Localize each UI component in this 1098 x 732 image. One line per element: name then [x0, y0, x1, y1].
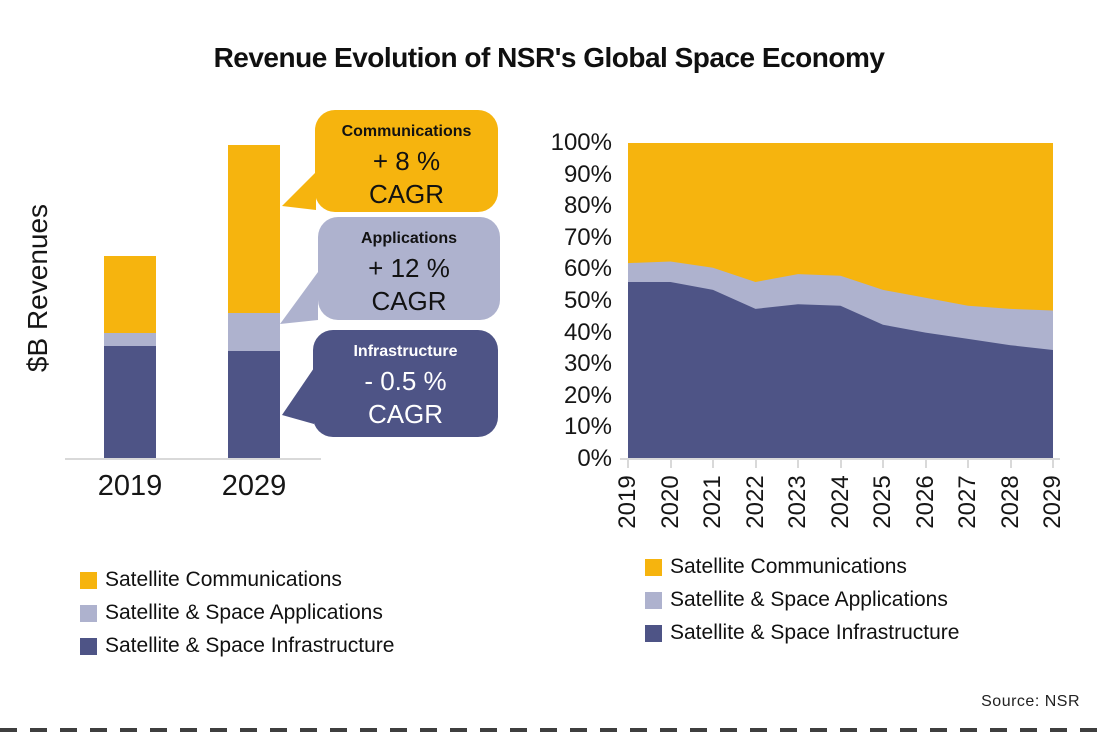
bar-2029 [228, 145, 280, 459]
right-chart-xlabel-2021: 2021 [699, 475, 726, 529]
left-chart-y-axis-label: $B Revenues [22, 203, 53, 373]
right-area-chart-plot [628, 143, 1053, 459]
legend-swatch-communications-icon [645, 558, 662, 576]
legend-label-infrastructure: Satellite & Space Infrastructure [105, 634, 395, 657]
bar-segment-infrastructure [228, 351, 280, 459]
communications-callout-cagr: CAGR [368, 179, 445, 209]
legend-item-applications: Satellite & Space Applications [80, 601, 394, 625]
right-chart-xtick-2024 [839, 460, 842, 468]
bar-segment-communications [104, 256, 156, 333]
left-chart-xlabel-2029: 2029 [221, 470, 287, 502]
left-bar-chart-plot [65, 140, 321, 459]
communications-callout-tail-icon [282, 172, 316, 210]
legend-item-communications: Satellite Communications [80, 568, 394, 592]
right-chart-xtick-2020 [669, 460, 672, 468]
right-chart-xlabel-2027: 2027 [954, 475, 981, 529]
legend-label-communications: Satellite Communications [670, 555, 907, 578]
legend-swatch-infrastructure-icon [645, 624, 662, 642]
bar-segment-applications [104, 333, 156, 346]
bar-segment-applications [228, 313, 280, 351]
legend-label-applications: Satellite & Space Applications [670, 588, 948, 611]
right-chart-xlabel-2023: 2023 [784, 475, 811, 529]
right-chart-xlabel-2020: 2020 [656, 475, 684, 529]
right-chart-ytick-50: 50% [563, 287, 612, 314]
left-chart-xlabel-2019: 2019 [97, 470, 163, 502]
applications-callout-cagr: CAGR [371, 286, 447, 316]
infrastructure-callout-rate: - 0.5 % [364, 366, 447, 396]
infrastructure-callout-tail-icon [282, 368, 314, 424]
right-chart-baseline [620, 458, 1060, 460]
bar-2019 [104, 256, 156, 459]
legend-item-infrastructure: Satellite & Space Infrastructure [645, 621, 959, 645]
right-chart-xtick-2027 [967, 460, 969, 468]
infrastructure-callout-title: Infrastructure [353, 343, 458, 360]
legend-item-applications: Satellite & Space Applications [645, 588, 959, 612]
right-chart-legend: Satellite Communications Satellite & Spac… [645, 555, 959, 654]
right-chart-ytick-90: 90% [563, 160, 612, 188]
right-chart-ytick-10: 10% [563, 413, 612, 441]
communications-callout-title: Communications [341, 123, 472, 140]
right-chart-xtick-2028 [1009, 460, 1012, 468]
right-chart-xtick-2025 [882, 460, 884, 468]
legend-item-communications: Satellite Communications [645, 555, 959, 579]
right-chart-ytick-20: 20% [563, 381, 612, 409]
communications-callout-rate: + 8 % [372, 146, 441, 176]
right-chart-xlabel-2025: 2025 [869, 475, 896, 529]
right-chart-ytick-30: 30% [563, 350, 612, 378]
right-chart-xtick-2023 [797, 460, 799, 468]
page-title: Revenue Evolution of NSR's Global Space … [213, 42, 885, 73]
right-chart-xtick-2022 [754, 460, 757, 468]
left-chart-legend: Satellite Communications Satellite & Spac… [80, 568, 394, 667]
bottom-dashed-border [0, 728, 1098, 732]
source-note: Source: NSR [981, 693, 1080, 710]
right-chart-ytick-100: 100% [550, 129, 612, 156]
legend-label-applications: Satellite & Space Applications [105, 601, 383, 624]
legend-label-infrastructure: Satellite & Space Infrastructure [670, 621, 960, 644]
right-chart-xtick-2021 [712, 460, 714, 468]
right-chart-xlabel-2026: 2026 [911, 475, 939, 529]
legend-swatch-applications-icon [80, 604, 97, 622]
right-chart-ytick-0: 0% [577, 445, 612, 472]
right-chart-ytick-70: 70% [563, 223, 612, 251]
left-chart-baseline [65, 458, 321, 460]
right-chart-xtick-2019 [627, 460, 629, 468]
bar-segment-communications [228, 145, 280, 313]
right-chart-ytick-60: 60% [563, 255, 612, 283]
right-chart-xtick-2029 [1052, 460, 1054, 468]
right-chart-ytick-40: 40% [563, 318, 612, 346]
right-chart-xlabel-2022: 2022 [741, 475, 769, 529]
legend-item-infrastructure: Satellite & Space Infrastructure [80, 634, 394, 658]
infrastructure-callout-cagr: CAGR [367, 399, 444, 429]
right-chart-xlabel-2028: 2028 [996, 475, 1024, 529]
infrastructure-callout-bubble: Infrastructure - 0.5 % CAGR [313, 330, 498, 437]
right-chart-xlabel-2024: 2024 [826, 475, 854, 529]
applications-callout-bubble: Applications + 12 % CAGR [318, 217, 500, 320]
applications-callout-rate: + 12 % [368, 253, 450, 283]
right-chart-xlabel-2029: 2029 [1039, 475, 1066, 529]
right-chart-xtick-2026 [924, 460, 927, 468]
applications-callout-title: Applications [360, 230, 457, 247]
area-series-infrastructure [628, 282, 1053, 459]
communications-callout-bubble: Communications + 8 % CAGR [315, 110, 498, 212]
legend-swatch-communications-icon [80, 571, 97, 589]
right-chart-ytick-80: 80% [563, 192, 612, 220]
legend-label-communications: Satellite Communications [105, 568, 342, 591]
applications-callout-tail-icon [280, 272, 318, 324]
right-chart-xlabel-2019: 2019 [614, 475, 641, 529]
legend-swatch-applications-icon [645, 591, 662, 609]
bar-segment-infrastructure [104, 346, 156, 459]
legend-swatch-infrastructure-icon [80, 637, 97, 655]
